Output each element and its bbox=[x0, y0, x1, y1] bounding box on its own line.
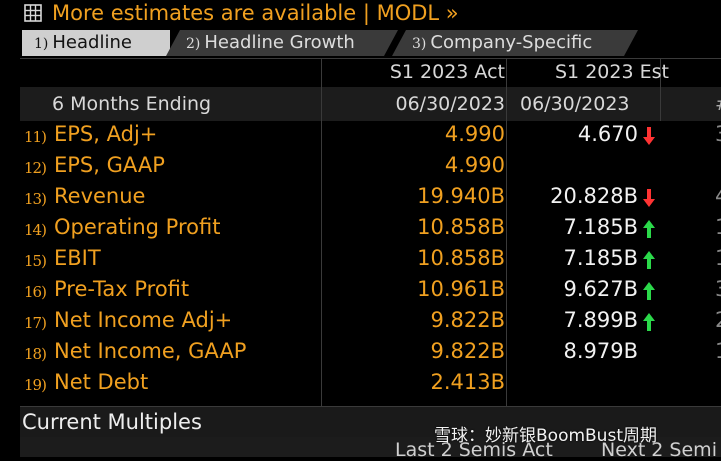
tab-label: Company-Specific bbox=[430, 32, 593, 53]
actual-column-header[interactable]: S1 2023 Act bbox=[389, 61, 505, 83]
estimate-column-header[interactable]: S1 2023 Est bbox=[555, 61, 669, 83]
row-label[interactable]: Net Income Adj+ bbox=[54, 308, 233, 332]
tab-headline-growth[interactable]: 2) Headline Growth bbox=[166, 30, 398, 56]
table-row[interactable]: 14) Operating Profit 10.858B 7.185B 1 bbox=[20, 214, 721, 245]
estimate-value[interactable]: 20.828B bbox=[550, 184, 638, 208]
current-multiples-section: Current Multiples bbox=[20, 406, 721, 437]
row-label[interactable]: Operating Profit bbox=[54, 215, 221, 239]
up-arrow-icon bbox=[643, 313, 655, 331]
last-semis-header: Last 2 Semis Act bbox=[395, 439, 553, 461]
actual-value: 10.858B bbox=[417, 246, 505, 270]
actual-value: 4.990 bbox=[444, 122, 505, 146]
estimate-value[interactable]: 8.979B bbox=[563, 339, 638, 363]
row-number[interactable]: 14) bbox=[24, 221, 47, 239]
estimate-value[interactable]: 7.185B bbox=[563, 246, 638, 270]
tab-label: Headline bbox=[52, 32, 132, 53]
down-arrow-icon bbox=[643, 127, 655, 145]
row-number[interactable]: 19) bbox=[24, 376, 47, 394]
estimate-value[interactable]: 7.185B bbox=[563, 215, 638, 239]
tab-label: Headline Growth bbox=[204, 32, 355, 53]
tab-headline[interactable]: 1) Headline bbox=[22, 30, 170, 56]
row-label[interactable]: Pre-Tax Profit bbox=[54, 277, 190, 301]
up-arrow-icon bbox=[643, 282, 655, 300]
next-column-header: # bbox=[715, 93, 721, 115]
row-number[interactable]: 13) bbox=[24, 190, 47, 208]
section-title: Current Multiples bbox=[22, 410, 202, 434]
row-number[interactable]: 15) bbox=[24, 252, 47, 270]
table-row[interactable]: 19) Net Debt 2.413B bbox=[20, 369, 721, 400]
tab-number: 3) bbox=[412, 36, 427, 52]
row-label[interactable]: EPS, Adj+ bbox=[54, 122, 158, 146]
more-estimates-link[interactable]: More estimates are available | MODL » bbox=[52, 1, 459, 25]
estimate-column-date: 06/30/2023 bbox=[520, 93, 630, 115]
actual-value: 9.822B bbox=[430, 339, 505, 363]
actual-value: 9.822B bbox=[430, 308, 505, 332]
actual-value: 2.413B bbox=[430, 370, 505, 394]
tab-number: 1) bbox=[34, 36, 49, 52]
row-label[interactable]: Net Debt bbox=[54, 370, 149, 394]
estimate-value[interactable]: 4.670 bbox=[577, 122, 638, 146]
up-arrow-icon bbox=[643, 220, 655, 238]
header-row-background bbox=[20, 87, 721, 121]
table-row[interactable]: 17) Net Income Adj+ 9.822B 7.899B 2 bbox=[20, 307, 721, 338]
column-divider bbox=[660, 59, 661, 121]
column-divider bbox=[506, 59, 507, 407]
next-column-value: 1 bbox=[715, 339, 721, 363]
column-divider bbox=[321, 59, 322, 407]
row-number[interactable]: 17) bbox=[24, 314, 47, 332]
row-number[interactable]: 11) bbox=[24, 128, 47, 146]
actual-value: 10.961B bbox=[417, 277, 505, 301]
actual-value: 4.990 bbox=[444, 153, 505, 177]
next-column-value: 3 bbox=[715, 122, 721, 146]
row-number[interactable]: 18) bbox=[24, 345, 47, 363]
tab-number: 2) bbox=[186, 36, 201, 52]
next-column-value: 1 bbox=[715, 215, 721, 239]
table-row[interactable]: 16) Pre-Tax Profit 10.961B 9.627B 3 bbox=[20, 276, 721, 307]
next-column-value: 4 bbox=[715, 184, 721, 208]
row-label[interactable]: Revenue bbox=[54, 184, 146, 208]
actual-column-date: 06/30/2023 bbox=[395, 93, 505, 115]
table-row[interactable]: 12) EPS, GAAP 4.990 bbox=[20, 152, 721, 183]
next-semis-header: Next 2 Semi bbox=[601, 439, 717, 461]
multiples-header-row: Last 2 Semis Act Next 2 Semi bbox=[20, 437, 721, 461]
table-row[interactable]: 18) Net Income, GAAP 9.822B 8.979B 1 bbox=[20, 338, 721, 369]
actual-value: 19.940B bbox=[417, 184, 505, 208]
table-row[interactable]: 13) Revenue 19.940B 20.828B 4 bbox=[20, 183, 721, 214]
row-number[interactable]: 16) bbox=[24, 283, 47, 301]
tab-bar: 1) Headline 2) Headline Growth 3) Company-S… bbox=[0, 28, 721, 56]
estimates-table: S1 2023 Act S1 2023 Est 6 Months Ending … bbox=[20, 58, 721, 407]
row-number[interactable]: 12) bbox=[24, 159, 47, 177]
table-row[interactable]: 11) EPS, Adj+ 4.990 4.670 3 bbox=[20, 121, 721, 152]
next-column-value: 2 bbox=[715, 308, 721, 332]
up-arrow-icon bbox=[643, 251, 655, 269]
watermark: 雪球：妙新银BoomBust周期 bbox=[434, 426, 657, 446]
topbar: More estimates are available | MODL » bbox=[0, 0, 721, 28]
actual-value: 10.858B bbox=[417, 215, 505, 239]
row-label[interactable]: Net Income, GAAP bbox=[54, 339, 247, 363]
next-column-value: 1 bbox=[715, 246, 721, 270]
row-label[interactable]: EPS, GAAP bbox=[54, 153, 165, 177]
down-arrow-icon bbox=[643, 189, 655, 207]
grid-icon[interactable] bbox=[24, 4, 42, 22]
estimate-value[interactable]: 7.899B bbox=[563, 308, 638, 332]
tab-company-specific[interactable]: 3) Company-Specific bbox=[392, 30, 638, 56]
table-row[interactable]: 15) EBIT 10.858B 7.185B 1 bbox=[20, 245, 721, 276]
row-label[interactable]: EBIT bbox=[54, 246, 101, 270]
estimate-value[interactable]: 9.627B bbox=[563, 277, 638, 301]
next-column-value: 3 bbox=[715, 277, 721, 301]
period-label: 6 Months Ending bbox=[52, 93, 212, 115]
